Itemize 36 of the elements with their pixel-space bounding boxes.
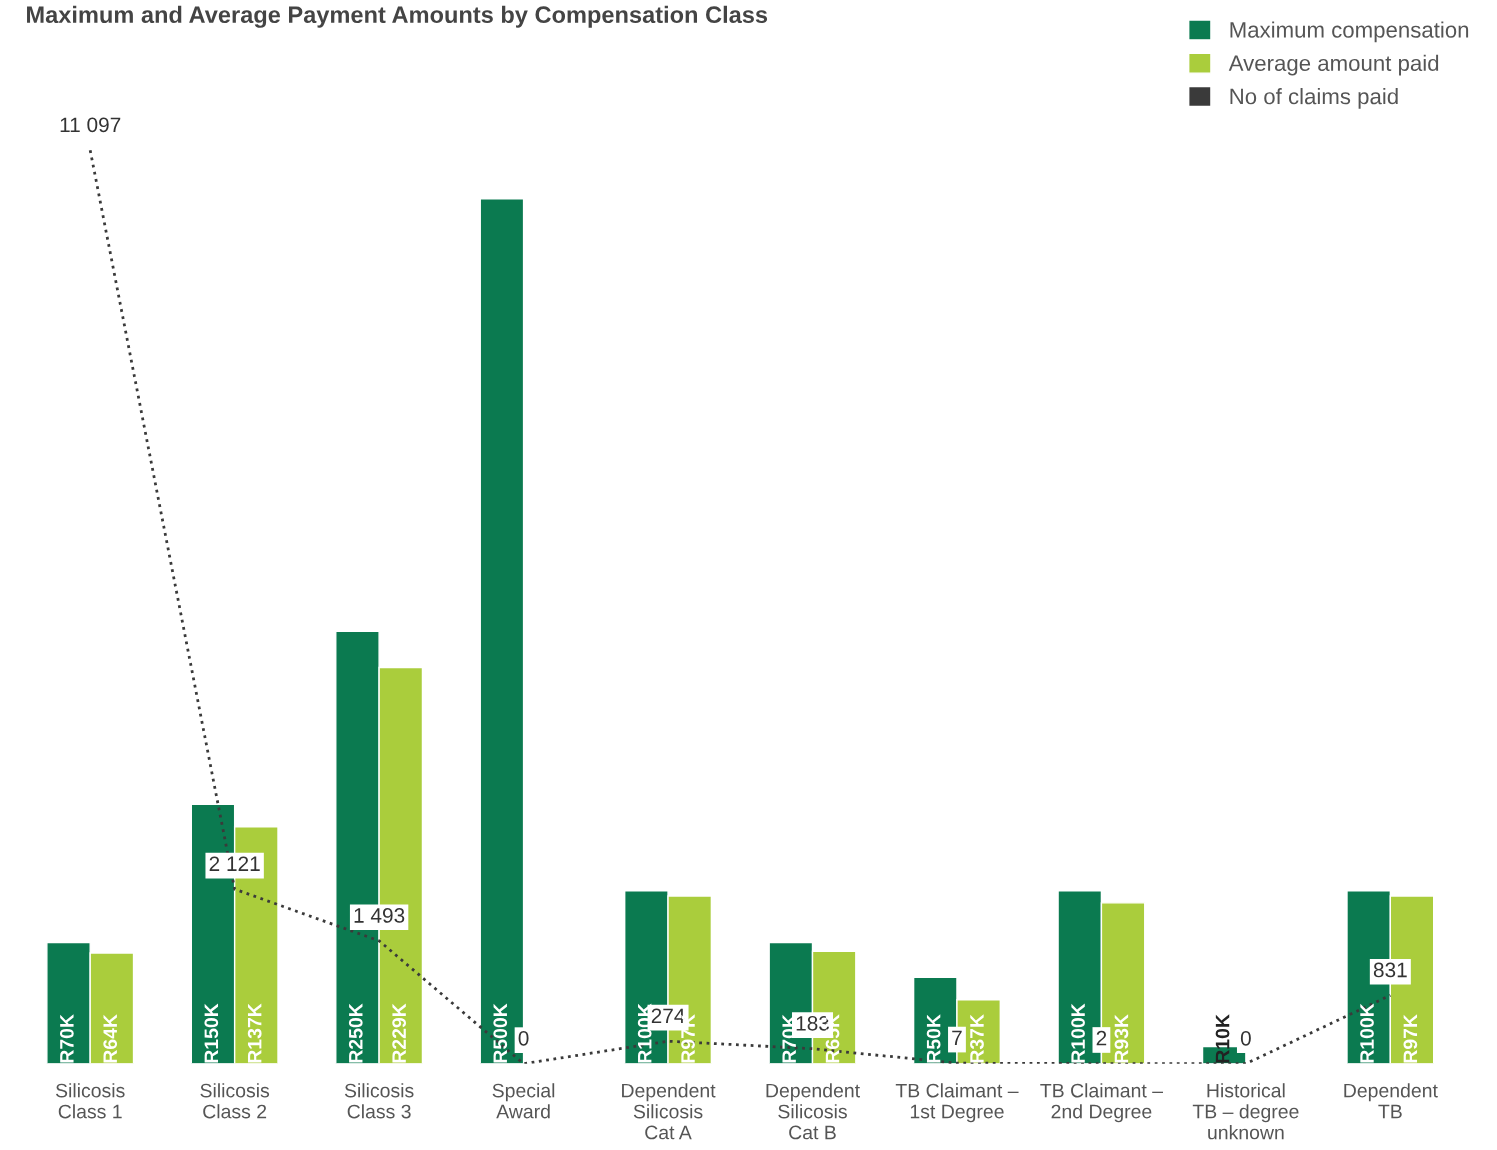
data-label: R70K	[59, 1014, 74, 1063]
x-tick-label: Special Award	[492, 1083, 555, 1119]
data-label: 2 121	[209, 856, 260, 871]
legend-label: Average amount paid	[1228, 54, 1439, 76]
data-label: R150K	[204, 1003, 219, 1063]
x-tick-label: TB Claimant – 2nd Degree	[1040, 1083, 1164, 1123]
x-tick-label: Silicosis Class 3	[344, 1083, 414, 1119]
data-label: R250K	[348, 1003, 363, 1063]
data-label: R137K	[247, 1003, 262, 1063]
data-label: R93K	[1114, 1014, 1129, 1063]
x-tick-label: Silicosis Class 2	[200, 1083, 270, 1119]
data-label: R500K	[493, 1003, 508, 1063]
x-tick-label: Dependent Silicosis Cat A	[622, 1083, 716, 1140]
legend-label: No of claims paid	[1230, 88, 1398, 109]
x-tick-label: Silicosis Class 1	[55, 1083, 125, 1119]
data-label: R10K	[1215, 1014, 1230, 1063]
data-label: 0	[518, 1030, 529, 1046]
x-tick-label: Historical TB – degree unknown	[1192, 1083, 1299, 1140]
x-tick-label: Dependent TB	[1344, 1083, 1438, 1119]
data-label: 11 097	[60, 117, 121, 133]
x-tick-label: Dependent Silicosis Cat B	[766, 1083, 860, 1140]
data-label: 831	[1373, 962, 1407, 978]
legend-label: Maximum compensation	[1230, 21, 1469, 43]
x-tick-label: TB Claimant – 1st Degree	[895, 1083, 1019, 1123]
data-label: R37K	[970, 1014, 984, 1063]
chart-title: Maximum and Average Payment Amounts by Compensation Class	[27, 5, 768, 28]
data-label: R64K	[103, 1014, 118, 1063]
data-label: R97K	[1403, 1014, 1418, 1063]
data-label: R100K	[1071, 1003, 1085, 1063]
data-label: R229K	[392, 1003, 406, 1063]
data-label: 2	[1096, 1030, 1107, 1046]
data-label: 1 493	[354, 908, 405, 923]
data-label: 0	[1240, 1030, 1251, 1046]
data-label: 7	[952, 1030, 962, 1045]
data-label: R50K	[926, 1014, 941, 1063]
data-label: R100K	[1360, 1003, 1374, 1063]
